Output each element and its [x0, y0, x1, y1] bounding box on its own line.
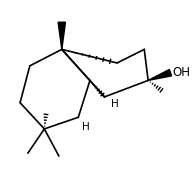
Polygon shape: [58, 22, 66, 49]
Text: OH: OH: [172, 66, 190, 79]
Polygon shape: [148, 69, 171, 80]
Text: H: H: [111, 99, 119, 109]
Text: H: H: [82, 122, 90, 132]
